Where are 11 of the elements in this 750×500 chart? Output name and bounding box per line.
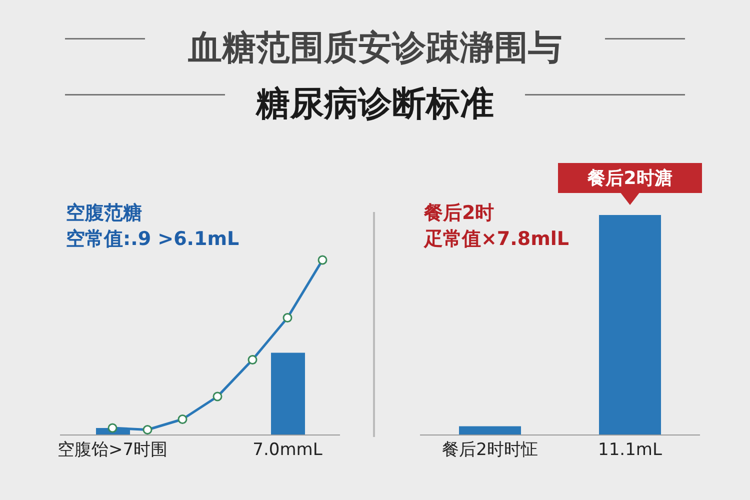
annotation: 疋常值×7.8mlL xyxy=(424,227,569,252)
x-tick-label: 7.0mmL xyxy=(252,440,323,460)
annotation: 餐后2时溏 xyxy=(586,168,672,189)
annotation: 餐后2时 xyxy=(424,201,496,226)
text: 空腹范糖 xyxy=(66,201,143,226)
text: 空常值:.9 >6.1mL xyxy=(66,227,240,252)
x-tick-label: 空腹饴>7时围 xyxy=(57,440,168,460)
chart-subtitle: 糖尿病诊断标准 xyxy=(254,83,495,126)
x-tick-label: 餐后2时时怔 xyxy=(442,440,538,460)
chart-title: 血糖范围质安诊踈瀞围与 xyxy=(187,27,563,70)
x-tick-label: 11.1mL xyxy=(598,440,662,460)
